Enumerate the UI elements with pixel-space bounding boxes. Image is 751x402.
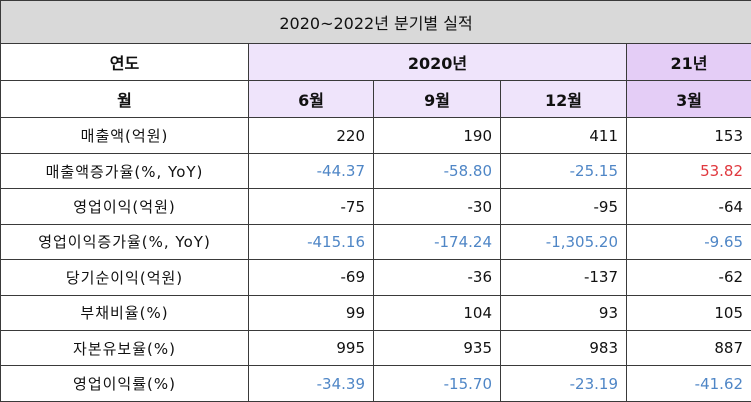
value-cell: -44.37 xyxy=(248,152,374,190)
table-row: 매출액(억원) 220 190 411 153 xyxy=(0,117,751,154)
value-cell: -137 xyxy=(500,259,627,296)
value-cell: -41.62 xyxy=(625,365,751,402)
value-cell: -25.15 xyxy=(500,152,627,190)
value-cell: 105 xyxy=(625,294,751,332)
value-cell: -23.19 xyxy=(500,365,627,402)
row-label: 영업이익률(%) xyxy=(0,365,249,402)
value-cell: -36 xyxy=(373,259,501,296)
value-cell: 983 xyxy=(500,330,627,367)
value-cell: -415.16 xyxy=(248,223,374,261)
year-2021-cell: 21년 xyxy=(625,42,751,81)
month-cell: 9월 xyxy=(373,79,501,119)
row-label: 영업이익(억원) xyxy=(0,188,249,225)
value-cell: 53.82 xyxy=(625,152,751,190)
row-label: 부채비율(%) xyxy=(0,294,249,332)
month-cell: 12월 xyxy=(500,79,627,119)
month-header-row: 월 6월 9월 12월 3월 xyxy=(0,79,751,119)
value-cell: 887 xyxy=(625,330,751,367)
value-cell: 935 xyxy=(373,330,501,367)
value-cell: 411 xyxy=(500,117,627,154)
month-label-cell: 월 xyxy=(0,79,249,119)
value-cell: 99 xyxy=(248,294,374,332)
table-row: 영업이익(억원) -75 -30 -95 -64 xyxy=(0,188,751,225)
table-row: 당기순이익(억원) -69 -36 -137 -62 xyxy=(0,259,751,296)
value-cell: -62 xyxy=(625,259,751,296)
value-cell: -1,305.20 xyxy=(500,223,627,261)
row-label: 매출액(억원) xyxy=(0,117,249,154)
table-row: 매출액증가율(%, YoY) -44.37 -58.80 -25.15 53.8… xyxy=(0,152,751,190)
year-2020-cell: 2020년 xyxy=(248,42,627,81)
month-cell: 6월 xyxy=(248,79,374,119)
value-cell: 93 xyxy=(500,294,627,332)
value-cell: -75 xyxy=(248,188,374,225)
value-cell: 190 xyxy=(373,117,501,154)
value-cell: -34.39 xyxy=(248,365,374,402)
value-cell: -30 xyxy=(373,188,501,225)
table-row: 부채비율(%) 99 104 93 105 xyxy=(0,294,751,332)
year-label-cell: 연도 xyxy=(0,42,249,81)
row-label: 당기순이익(억원) xyxy=(0,259,249,296)
year-header-row: 연도 2020년 21년 xyxy=(0,42,751,81)
value-cell: 220 xyxy=(248,117,374,154)
value-cell: 153 xyxy=(625,117,751,154)
value-cell: -58.80 xyxy=(373,152,501,190)
value-cell: -15.70 xyxy=(373,365,501,402)
table-row: 자본유보율(%) 995 935 983 887 xyxy=(0,330,751,367)
row-label: 매출액증가율(%, YoY) xyxy=(0,152,249,190)
row-label: 자본유보율(%) xyxy=(0,330,249,367)
table-row: 영업이익률(%) -34.39 -15.70 -23.19 -41.62 xyxy=(0,365,751,402)
value-cell: -174.24 xyxy=(373,223,501,261)
value-cell: -64 xyxy=(625,188,751,225)
table-title: 2020~2022년 분기별 실적 xyxy=(0,0,751,44)
value-cell: 104 xyxy=(373,294,501,332)
value-cell: -69 xyxy=(248,259,374,296)
table-row: 영업이익증가율(%, YoY) -415.16 -174.24 -1,305.2… xyxy=(0,223,751,261)
value-cell: -95 xyxy=(500,188,627,225)
value-cell: -9.65 xyxy=(625,223,751,261)
month-cell: 3월 xyxy=(625,79,751,119)
row-label: 영업이익증가율(%, YoY) xyxy=(0,223,249,261)
value-cell: 995 xyxy=(248,330,374,367)
title-row: 2020~2022년 분기별 실적 xyxy=(0,0,751,44)
